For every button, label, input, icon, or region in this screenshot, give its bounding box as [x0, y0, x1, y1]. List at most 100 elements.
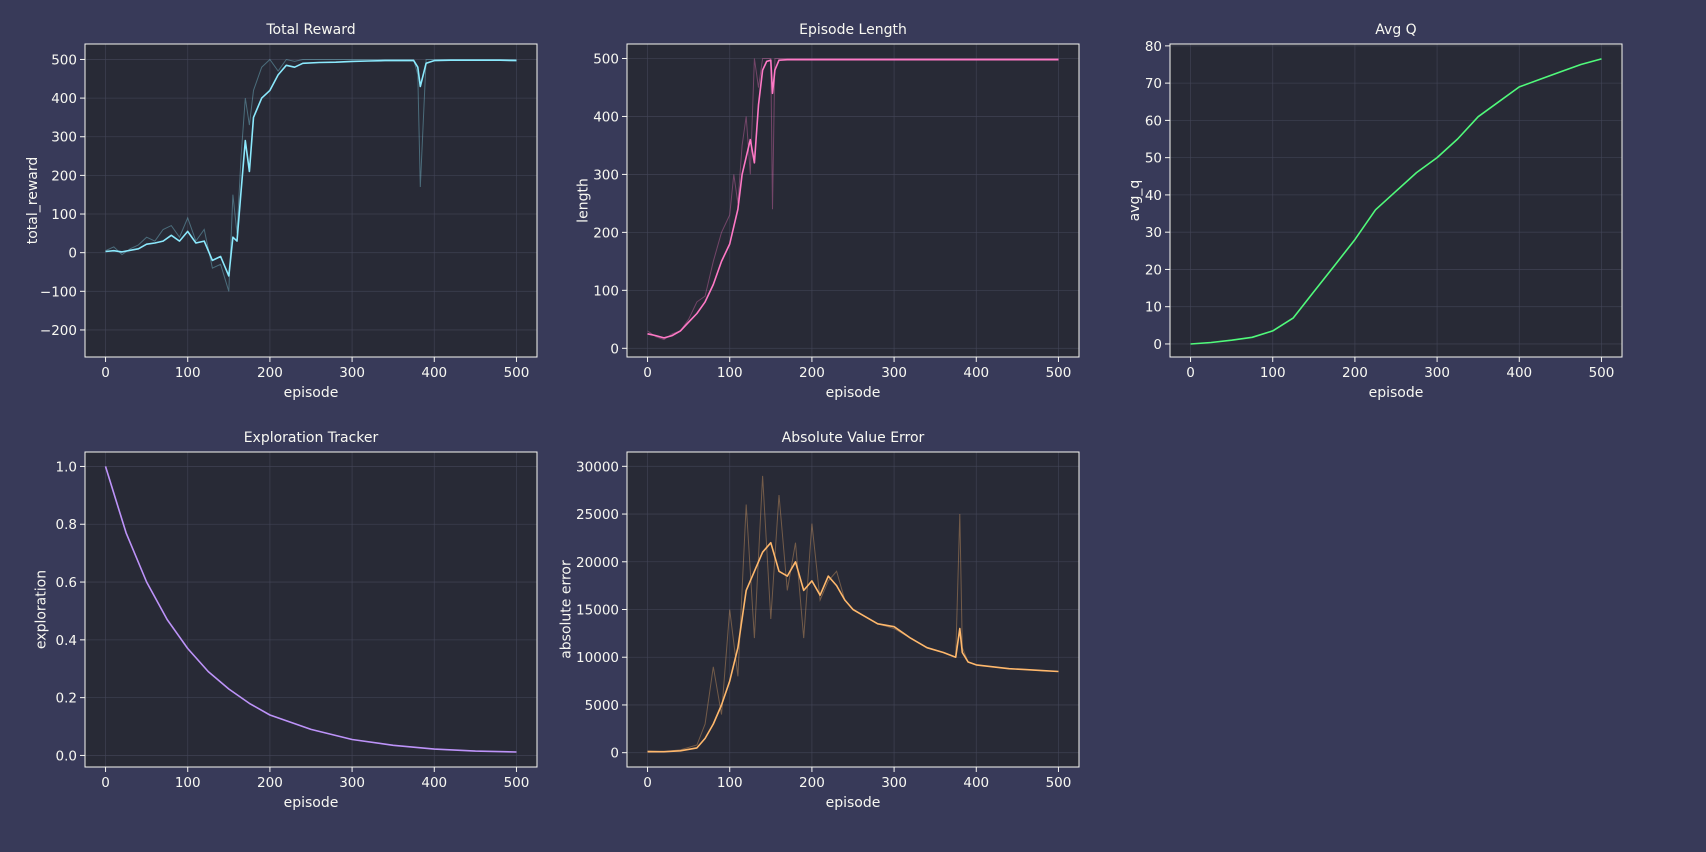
x-tick-label: 200 [257, 365, 283, 381]
series-smooth-line [104, 466, 517, 753]
x-tick-label: 100 [175, 365, 201, 381]
y-tick-label: −100 [40, 284, 77, 300]
plot-border [84, 451, 538, 768]
plot-border [84, 43, 538, 358]
x-tick-label: 300 [881, 365, 907, 381]
chart-exploration: 0 100 200 300 400 500 0.0 0.2 0.4 0.6 0.8 1.0 Explor… [34, 430, 538, 811]
series-smooth-line [105, 59, 517, 277]
y-tick-label: 20 [1145, 262, 1162, 278]
y-tick-label: 70 [1145, 76, 1162, 92]
y-tick-label: 5000 [585, 698, 619, 714]
x-tick-label: 100 [1260, 365, 1286, 381]
x-tick-label: 500 [504, 775, 530, 791]
y-axis-label: exploration [34, 570, 50, 649]
chart-title: Absolute Value Error [782, 430, 925, 446]
y-tick-label: 300 [51, 130, 77, 146]
series-raw-line [105, 58, 517, 292]
y-tick-label: 0 [610, 746, 619, 762]
y-tick-label: 30000 [576, 459, 619, 475]
y-tick-label: 500 [593, 51, 619, 67]
y-tick-label: 25000 [576, 507, 619, 523]
y-axis-label: absolute error [559, 560, 575, 659]
y-tick-label: 100 [51, 207, 77, 223]
y-tick-label: 0.8 [56, 517, 77, 533]
x-axis-label: episode [1369, 385, 1424, 401]
x-axis-label: episode [826, 795, 881, 811]
series-raw-line [647, 475, 1059, 753]
y-tick-label: 0 [68, 246, 77, 262]
x-tick-label: 500 [1589, 365, 1615, 381]
y-axis-label: avg_q [1127, 180, 1143, 222]
chart-avgq: 0 100 200 300 400 500 0 10 20 30 40 50 60 70 80 Avg Q ep… [1127, 22, 1623, 401]
y-tick-label: 400 [593, 109, 619, 125]
y-tick-label: 200 [51, 168, 77, 184]
series-smooth-line [1190, 58, 1602, 345]
x-tick-label: 500 [1046, 365, 1072, 381]
y-axis-label: length [576, 178, 592, 223]
x-tick-label: 0 [101, 365, 110, 381]
y-tick-label: 0.0 [56, 748, 77, 764]
x-tick-label: 400 [963, 365, 989, 381]
chart-title: Exploration Tracker [244, 430, 379, 446]
chart-title: Episode Length [799, 22, 907, 38]
x-tick-label: 200 [799, 365, 825, 381]
plot-area [85, 452, 537, 767]
y-tick-label: −200 [40, 323, 77, 339]
plot-border [626, 43, 1080, 358]
x-tick-label: 400 [421, 365, 447, 381]
x-tick-label: 500 [1046, 775, 1072, 791]
x-tick-label: 0 [643, 365, 652, 381]
plot-border [1169, 43, 1623, 358]
x-axis-label: episode [284, 385, 339, 401]
x-tick-label: 500 [504, 365, 530, 381]
y-tick-label: 300 [593, 167, 619, 183]
y-tick-label: 0.6 [56, 575, 77, 591]
x-tick-label: 100 [175, 775, 201, 791]
y-tick-label: 40 [1145, 188, 1162, 204]
y-tick-label: 10000 [576, 650, 619, 666]
x-tick-label: 300 [339, 775, 365, 791]
x-tick-label: 0 [101, 775, 110, 791]
x-tick-label: 0 [1186, 365, 1195, 381]
y-tick-label: 60 [1145, 113, 1162, 129]
y-tick-label: 80 [1145, 39, 1162, 55]
x-tick-label: 200 [1342, 365, 1368, 381]
plot-area [85, 44, 537, 357]
plot-area [627, 44, 1079, 357]
plot-area [1170, 44, 1622, 357]
y-tick-label: 400 [51, 91, 77, 107]
chart-reward: 0 100 200 300 400 500 −200 −100 0 100 200 300 400 500… [25, 22, 538, 401]
x-tick-label: 300 [881, 775, 907, 791]
y-tick-label: 1.0 [56, 459, 77, 475]
y-tick-label: 50 [1145, 151, 1162, 167]
y-tick-label: 0 [1153, 337, 1162, 353]
series-smooth-line [647, 541, 1059, 753]
y-tick-label: 0.2 [56, 691, 77, 707]
y-tick-label: 100 [593, 283, 619, 299]
y-tick-label: 0.4 [56, 633, 77, 649]
chart-abserr: 0 100 200 300 400 500050001000015000200002500… [559, 430, 1080, 811]
x-tick-label: 400 [963, 775, 989, 791]
series-raw-line [647, 58, 1059, 341]
x-tick-label: 200 [799, 775, 825, 791]
x-tick-label: 100 [717, 365, 743, 381]
y-tick-label: 10 [1145, 300, 1162, 316]
y-axis-label: total_reward [25, 157, 41, 245]
x-tick-label: 300 [339, 365, 365, 381]
x-tick-label: 0 [643, 775, 652, 791]
x-axis-label: episode [284, 795, 339, 811]
y-tick-label: 15000 [576, 603, 619, 619]
x-tick-label: 300 [1424, 365, 1450, 381]
chart-title: Total Reward [265, 22, 355, 38]
chart-length: 0 100 200 300 400 500 0 100 200 300 400 500 Episode … [576, 22, 1080, 401]
x-tick-label: 200 [257, 775, 283, 791]
x-axis-label: episode [826, 385, 881, 401]
y-tick-label: 200 [593, 225, 619, 241]
x-tick-label: 400 [421, 775, 447, 791]
y-tick-label: 500 [51, 52, 77, 68]
y-tick-label: 0 [610, 341, 619, 357]
y-tick-label: 20000 [576, 555, 619, 571]
chart-title: Avg Q [1375, 22, 1416, 38]
